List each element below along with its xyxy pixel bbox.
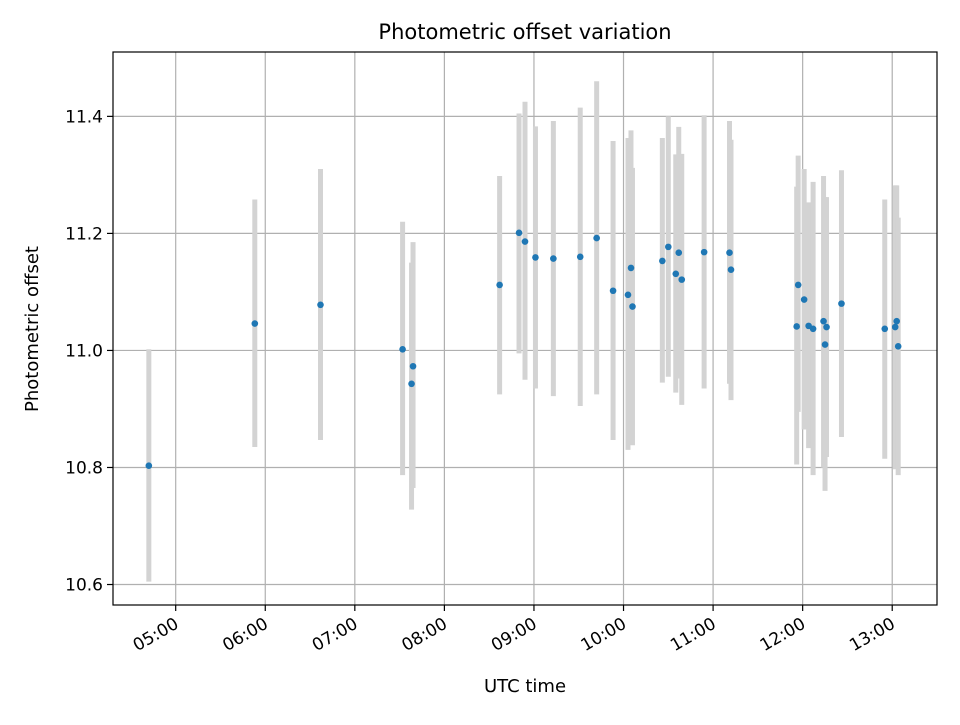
y-tick-label: 11.2 [65,224,103,244]
data-point [881,325,889,333]
data-point [409,362,417,370]
data-point [399,345,406,353]
y-axis-ticks: 10.6 10.8 11.0 11.2 11.4 [65,107,113,596]
data-point [629,303,636,310]
data-point [894,343,902,350]
data-point [823,323,830,331]
data-point [496,281,503,289]
data-point [700,248,708,256]
data-point [675,249,683,257]
data-point [624,291,632,299]
data-point [726,249,733,257]
data-point [251,320,259,327]
point-layer [145,229,902,470]
data-point [893,317,900,325]
plot-frame [112,51,938,606]
data-point [672,270,680,278]
data-point [891,323,899,331]
data-point [593,234,600,242]
data-point [317,301,324,309]
data-point [408,380,415,388]
y-tick-label: 10.6 [65,576,103,596]
data-point [576,253,584,261]
data-point [800,296,808,303]
data-point [727,266,735,273]
y-tick-label: 10.8 [65,458,103,478]
data-point [659,257,666,265]
data-point [609,287,617,295]
chart-title: Photometric offset variation [378,20,671,44]
data-point [521,238,529,245]
data-point [532,254,539,261]
data-point [793,323,800,330]
data-point [820,317,827,325]
data-point [838,300,845,307]
x-axis-label: UTC time [484,676,566,697]
y-tick-label: 11.4 [65,107,103,127]
y-tick-label: 11.0 [65,341,103,361]
data-point [550,255,557,262]
data-point [145,462,153,470]
data-point [627,264,635,272]
data-point [809,325,817,333]
data-point [665,243,672,251]
data-point [678,276,686,283]
data-point [821,341,829,348]
data-point [794,281,802,289]
data-point [515,229,523,237]
y-axis-label: Photometric offset [22,246,43,412]
